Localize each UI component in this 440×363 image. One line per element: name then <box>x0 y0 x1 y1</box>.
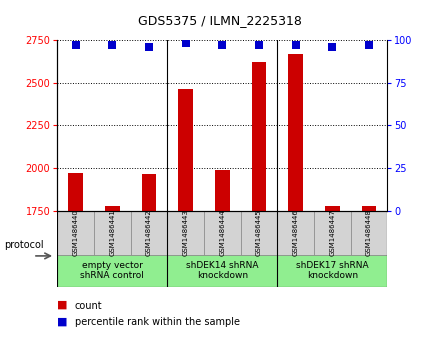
Bar <box>351 211 387 255</box>
Bar <box>167 255 277 287</box>
Bar <box>252 62 266 211</box>
Text: ■: ■ <box>57 300 68 310</box>
Text: percentile rank within the sample: percentile rank within the sample <box>75 317 240 327</box>
Text: GSM1486447: GSM1486447 <box>329 209 335 256</box>
Text: GSM1486444: GSM1486444 <box>219 209 225 256</box>
Bar <box>215 170 230 211</box>
Bar <box>68 173 83 211</box>
Text: GDS5375 / ILMN_2225318: GDS5375 / ILMN_2225318 <box>138 15 302 28</box>
Bar <box>167 211 204 255</box>
Point <box>109 42 116 48</box>
Point <box>255 42 262 48</box>
Text: shDEK14 shRNA
knockdown: shDEK14 shRNA knockdown <box>186 261 258 281</box>
Point <box>329 44 336 50</box>
Bar <box>362 206 376 211</box>
Bar <box>277 255 387 287</box>
Text: empty vector
shRNA control: empty vector shRNA control <box>80 261 144 281</box>
Point <box>365 42 372 48</box>
Point <box>145 44 152 50</box>
Bar <box>94 211 131 255</box>
Bar <box>204 211 241 255</box>
Text: GSM1486446: GSM1486446 <box>293 209 298 256</box>
Text: GSM1486443: GSM1486443 <box>183 209 188 256</box>
Text: GSM1486445: GSM1486445 <box>256 209 262 256</box>
Bar <box>105 206 120 211</box>
Bar <box>57 211 94 255</box>
Bar <box>288 54 303 211</box>
Bar <box>178 89 193 211</box>
Text: GSM1486448: GSM1486448 <box>366 209 372 256</box>
Point <box>292 42 299 48</box>
Text: protocol: protocol <box>4 240 44 250</box>
Point <box>72 42 79 48</box>
Bar <box>314 211 351 255</box>
Text: shDEK17 shRNA
knockdown: shDEK17 shRNA knockdown <box>296 261 369 281</box>
Text: count: count <box>75 301 103 311</box>
Text: ■: ■ <box>57 316 68 326</box>
Point <box>219 42 226 48</box>
Bar <box>241 211 277 255</box>
Bar <box>57 255 167 287</box>
Bar <box>131 211 167 255</box>
Bar <box>325 206 340 211</box>
Text: GSM1486440: GSM1486440 <box>73 209 78 256</box>
Text: GSM1486442: GSM1486442 <box>146 209 152 256</box>
Point <box>182 40 189 46</box>
Bar <box>277 211 314 255</box>
Text: GSM1486441: GSM1486441 <box>109 209 115 256</box>
Bar <box>142 174 156 211</box>
